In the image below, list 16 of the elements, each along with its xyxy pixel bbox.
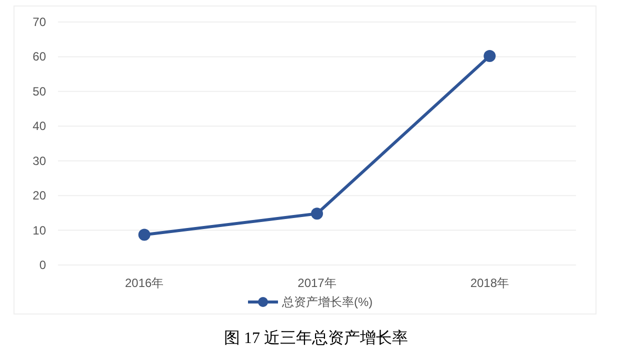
x-tick-label: 2017年 (298, 276, 336, 290)
legend-label: 总资产增长率(%) (281, 295, 373, 309)
y-tick-label: 50 (32, 84, 46, 98)
x-tick-label: 2016年 (124, 276, 164, 290)
point (484, 50, 496, 62)
point (311, 208, 323, 220)
y-tick-label: 0 (39, 258, 46, 272)
x-tick-label: 2018年 (470, 276, 510, 290)
y-tick-label: 10 (32, 223, 46, 238)
y-tick-label: 20 (32, 188, 46, 203)
point (138, 228, 150, 241)
y-tick-label: 30 (32, 154, 46, 168)
y-tick-label: 40 (32, 119, 46, 134)
y-tick-label: 60 (32, 50, 46, 64)
caption: 图 17 近三年总资产增长率 (224, 329, 408, 347)
y-tick-label: 70 (32, 15, 46, 29)
